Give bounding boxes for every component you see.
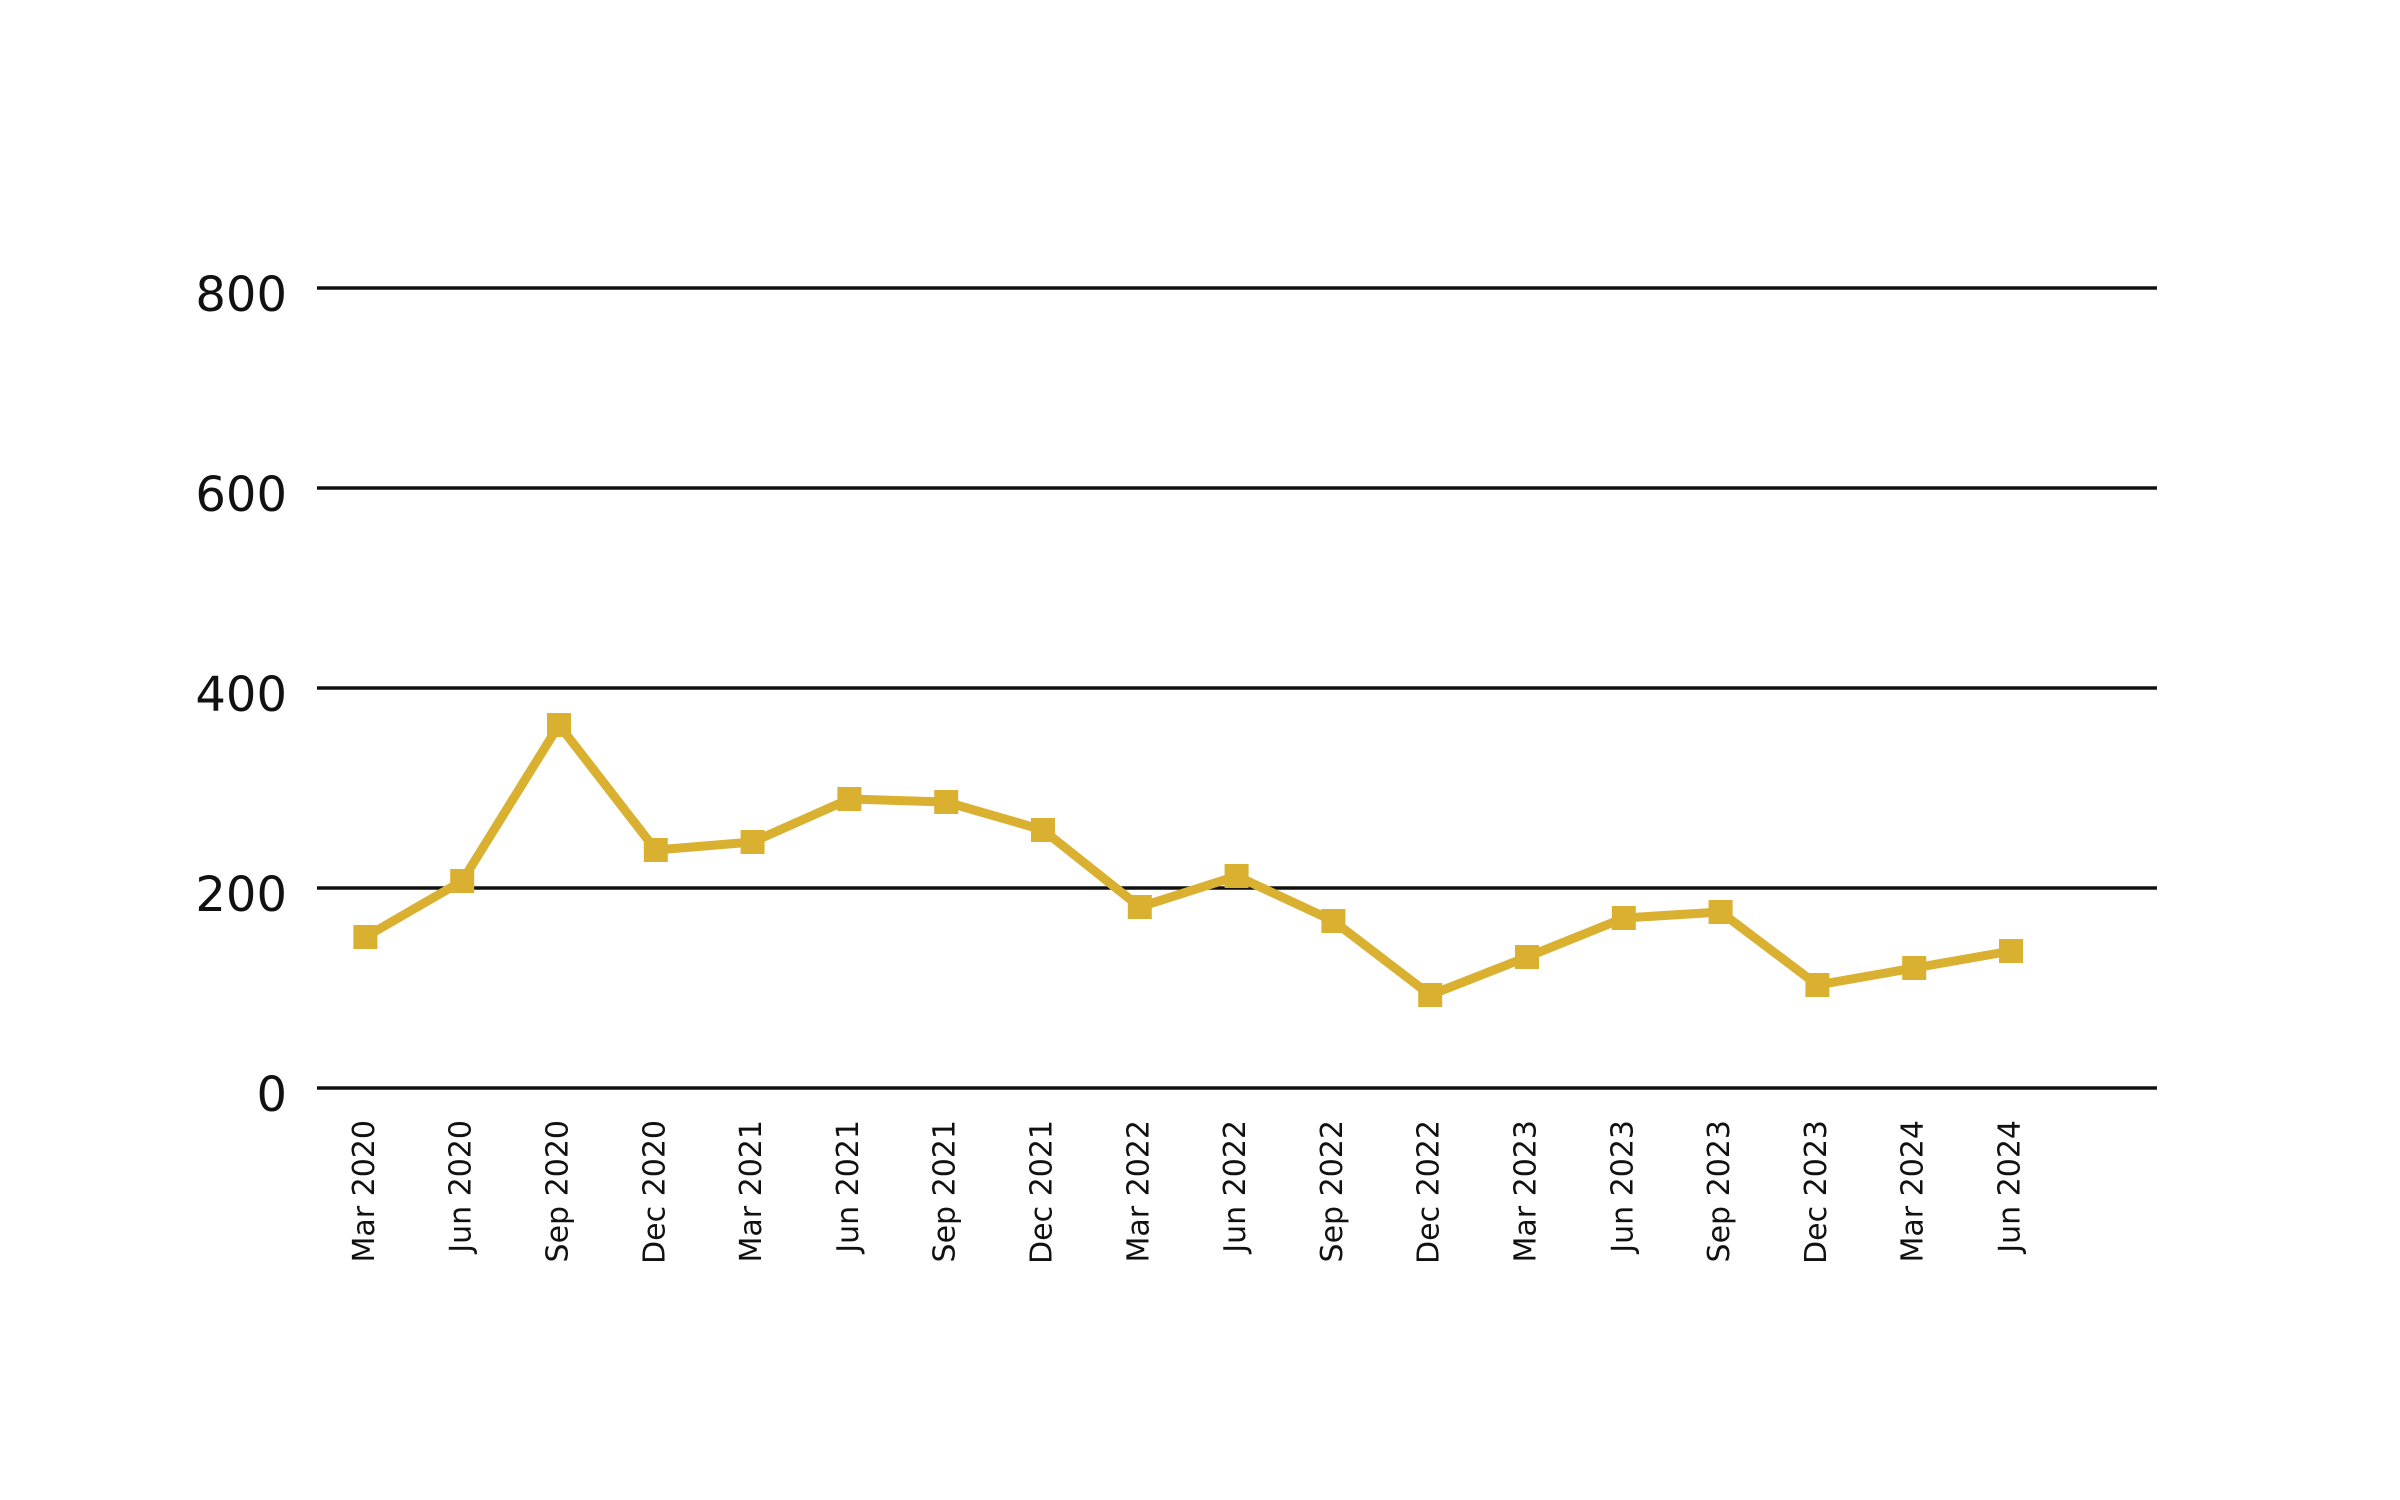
marker [1224, 864, 1249, 888]
x-tick-label: Jun 2021 [831, 1120, 866, 1255]
x-tick-label: Mar 2023 [1509, 1120, 1544, 1263]
x-tick-label: Sep 2022 [1315, 1120, 1350, 1262]
marker [450, 869, 475, 893]
y-tick-label: 800 [195, 267, 287, 323]
y-tick-label: 400 [195, 667, 287, 723]
marker [837, 787, 862, 811]
x-tick-label: Sep 2021 [928, 1120, 963, 1262]
x-tick-label: Dec 2020 [637, 1120, 672, 1264]
x-tick-label: Dec 2023 [1799, 1120, 1834, 1264]
x-tick-label: Mar 2022 [1121, 1120, 1156, 1263]
marker [1418, 983, 1443, 1007]
marker [934, 790, 959, 814]
marker [1515, 945, 1539, 969]
marker [1127, 895, 1152, 919]
marker [1999, 939, 2023, 963]
marker [1708, 900, 1733, 924]
x-tick-label: Dec 2021 [1025, 1120, 1060, 1264]
marker [1902, 956, 1927, 980]
x-tick-label: Dec 2022 [1412, 1120, 1447, 1264]
marker [740, 830, 765, 854]
marker [1805, 973, 1830, 997]
y-tick-label: 600 [195, 467, 287, 523]
x-tick-label: Mar 2020 [347, 1120, 382, 1263]
marker [547, 713, 571, 737]
x-tick-label: Sep 2020 [541, 1120, 576, 1262]
x-tick-label: Sep 2023 [1702, 1120, 1737, 1262]
marker [353, 925, 378, 949]
x-tick-label: Mar 2021 [734, 1120, 769, 1263]
x-tick-label: Jun 2020 [444, 1120, 479, 1255]
marker [1611, 906, 1636, 930]
x-tick-label: Jun 2023 [1605, 1120, 1640, 1255]
y-tick-label: 0 [256, 1067, 287, 1123]
marker [1031, 818, 1055, 842]
marker [1321, 909, 1346, 933]
y-tick-label: 200 [195, 867, 287, 923]
x-tick-label: Jun 2024 [1993, 1120, 2028, 1255]
x-tick-label: Mar 2024 [1896, 1120, 1931, 1263]
marker [643, 838, 668, 862]
line [363, 720, 2012, 1000]
x-tick-label: Jun 2022 [1218, 1120, 1253, 1255]
